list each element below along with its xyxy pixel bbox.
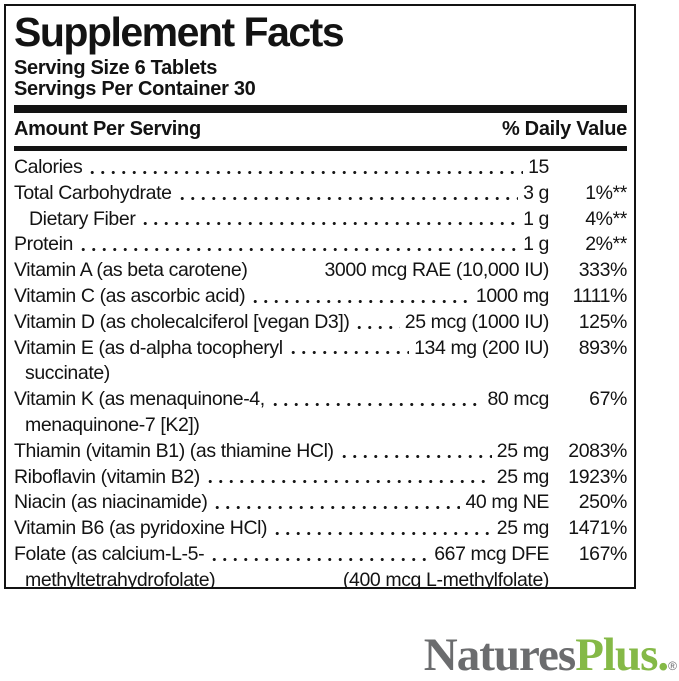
nutrient-name-continuation: succinate) xyxy=(25,362,110,385)
nutrient-name-continuation: methyltetrahydrofolate) xyxy=(25,568,216,589)
nutrient-daily-value: 125% xyxy=(578,310,628,333)
table-row: Vitamin E (as d-alpha tocopheryl 134 mg … xyxy=(14,335,628,362)
column-header-row: Amount Per Serving % Daily Value xyxy=(14,113,627,146)
nutrient-name: Riboflavin (vitamin B2) xyxy=(14,465,200,488)
nutrient-daily-value: 4%** xyxy=(585,207,627,230)
table-row: Calories 15 xyxy=(14,155,627,181)
supplement-facts-panel: Supplement Facts Serving Size 6 Tablets … xyxy=(4,4,636,589)
nutrient-name: Thiamin (vitamin B1) (as thiamine HCl) xyxy=(14,439,334,462)
nutrient-name: Vitamin C (as ascorbic acid) xyxy=(14,284,246,307)
nutrient-daily-value: 2%** xyxy=(585,233,627,256)
dot-leader xyxy=(212,490,461,517)
dot-leader xyxy=(209,541,430,568)
dot-leader xyxy=(287,335,410,362)
nutrient-daily-value: 893% xyxy=(578,336,628,359)
nutrient-daily-value: 1%** xyxy=(585,181,627,204)
table-row: Protein 1 g 2%** xyxy=(14,232,627,259)
nutrient-name: Protein xyxy=(14,233,73,256)
nutrient-amount: 1 g xyxy=(523,207,549,230)
registered-trademark-icon: ® xyxy=(668,659,677,673)
table-row: Vitamin C (as ascorbic acid) 1000 mg 111… xyxy=(14,283,628,310)
nutrient-name: Vitamin D (as cholecalciferol [vegan D3]… xyxy=(14,310,350,333)
nutrient-name: Dietary Fiber xyxy=(29,207,136,230)
serving-size-text: Serving Size 6 Tablets xyxy=(14,57,218,79)
dot-leader xyxy=(250,283,471,310)
nutrient-daily-value: 1111% xyxy=(572,284,628,307)
table-row-continuation: menaquinone-7 [K2]) xyxy=(14,413,627,439)
nutrient-daily-value: 1923% xyxy=(568,465,627,488)
column-header-daily-value: % Daily Value xyxy=(501,118,627,140)
nutrient-name: Vitamin A (as beta carotene) xyxy=(14,259,248,282)
nutrient-amount: 25 mg xyxy=(496,517,550,540)
servings-per-container-text: Servings Per Container 30 xyxy=(14,78,256,100)
nutrient-name: Vitamin B6 (as pyridoxine HCl) xyxy=(14,517,268,540)
nutrient-amount-continuation: (400 mcg L-methylfolate) xyxy=(342,568,549,589)
nutrient-amount: 40 mg NE xyxy=(465,491,549,514)
table-row: Thiamin (vitamin B1) (as thiamine HCl) 2… xyxy=(14,438,627,465)
nutrient-name: Vitamin K (as menaquinone-4, xyxy=(14,388,265,411)
divider-thick-bar xyxy=(14,105,627,113)
nutrient-name: Vitamin E (as d-alpha tocopheryl xyxy=(14,336,283,359)
brand-wordmark-plus: Plus. xyxy=(575,629,669,681)
nutrient-amount: 25 mg xyxy=(496,465,550,488)
dot-leader xyxy=(354,309,400,336)
nutrient-rows: Calories 15 Total Carbohydrate 3 g 1%** … xyxy=(14,155,628,589)
nutrient-daily-value: 333% xyxy=(578,259,628,282)
table-row: Total Carbohydrate 3 g 1%** xyxy=(14,180,627,207)
nutrient-daily-value: 1471% xyxy=(568,517,627,540)
table-row-continuation: methyltetrahydrofolate) (400 mcg L-methy… xyxy=(14,568,627,589)
nutrient-name: Folate (as calcium-L-5- xyxy=(14,542,205,565)
dot-leader xyxy=(204,464,492,491)
dot-leader xyxy=(176,180,519,207)
nutrient-name-continuation: menaquinone-7 [K2]) xyxy=(25,413,200,436)
nutrient-daily-value: 2083% xyxy=(568,439,627,462)
dot-leader xyxy=(140,206,519,233)
nutrient-amount: 1000 mg xyxy=(475,284,549,307)
divider-medium-bar xyxy=(14,146,627,151)
table-row: Dietary Fiber 1 g 4%** xyxy=(14,206,627,233)
nutrient-amount: 134 mg (200 IU) xyxy=(414,336,549,359)
column-header-amount-per-serving: Amount Per Serving xyxy=(14,118,201,140)
dot-leader xyxy=(272,516,492,542)
nutrient-amount: 3 g xyxy=(523,181,549,204)
table-row: Vitamin A (as beta carotene) 3000 mcg RA… xyxy=(14,258,627,284)
table-row: Vitamin D (as cholecalciferol [vegan D3]… xyxy=(14,309,628,336)
brand-wordmark-natures: Natures xyxy=(423,629,576,681)
table-row: Niacin (as niacinamide) 40 mg NE 250% xyxy=(14,490,628,517)
nutrient-name: Calories xyxy=(14,156,83,178)
nutrient-daily-value: 67% xyxy=(589,388,627,411)
dot-leader xyxy=(338,438,492,465)
dot-leader xyxy=(87,155,524,181)
table-row: Vitamin K (as menaquinone-4, 80 mcg 67% xyxy=(14,387,627,413)
table-row: Riboflavin (vitamin B2) 25 mg 1923% xyxy=(14,464,627,491)
table-row: Vitamin B6 (as pyridoxine HCl) 25 mg 147… xyxy=(14,516,627,542)
nutrient-amount: 3000 mcg RAE (10,000 IU) xyxy=(324,259,549,282)
nutrient-amount: 25 mcg (1000 IU) xyxy=(404,310,550,333)
dot-leader xyxy=(252,258,319,284)
nutrient-name: Total Carbohydrate xyxy=(14,181,172,204)
nutrient-amount: 1 g xyxy=(523,233,549,256)
nutrient-daily-value: 250% xyxy=(578,491,628,514)
panel-title: Supplement Facts xyxy=(14,9,345,55)
nutrient-amount: 15 xyxy=(528,156,549,178)
table-row-continuation: succinate) xyxy=(14,361,627,387)
nutrient-daily-value: 167% xyxy=(578,542,628,565)
dot-leader xyxy=(78,232,519,259)
nutrient-name: Niacin (as niacinamide) xyxy=(14,491,208,514)
nutrient-amount: 25 mg xyxy=(496,439,550,462)
dot-leader xyxy=(269,387,483,413)
nutrient-amount: 667 mcg DFE xyxy=(434,542,549,565)
table-row: Folate (as calcium-L-5- 667 mcg DFE 167% xyxy=(14,541,628,568)
brand-logo: NaturesPlus.® xyxy=(424,632,677,679)
nutrient-amount: 80 mcg xyxy=(487,388,549,411)
